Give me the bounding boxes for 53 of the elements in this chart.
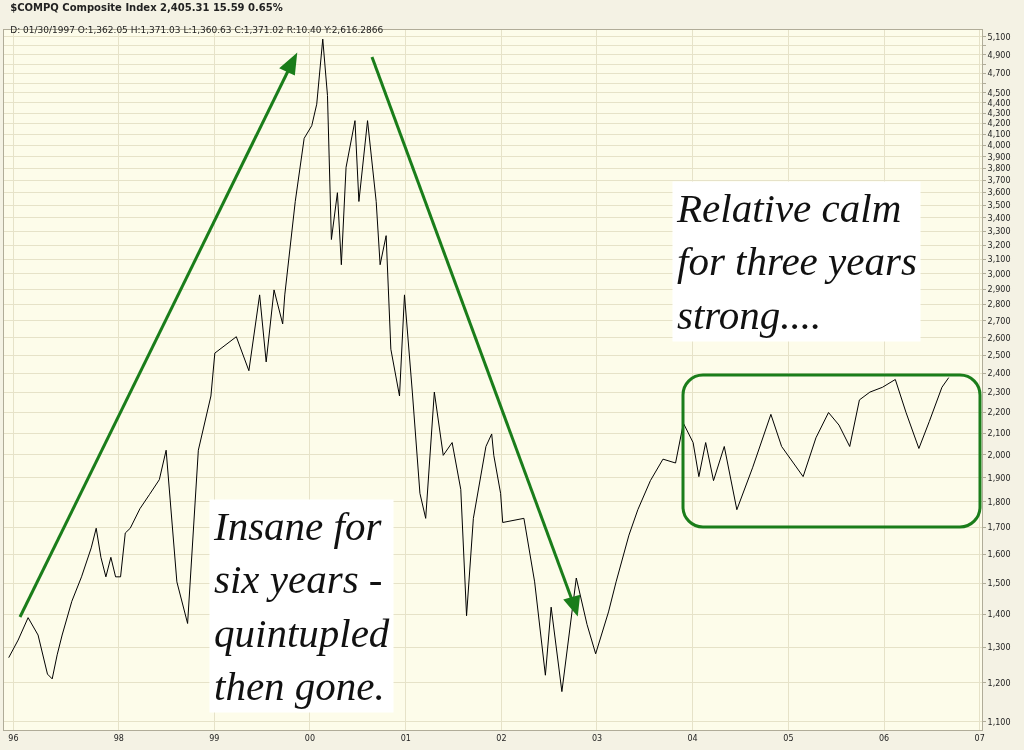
y-tick-label: 3,300 bbox=[987, 227, 1011, 237]
x-tick-label: 04 bbox=[687, 733, 698, 743]
y-tick-label: 1,800 bbox=[987, 497, 1011, 507]
y-tick-label: 4,100 bbox=[987, 130, 1011, 140]
y-tick-label: 3,200 bbox=[987, 240, 1011, 250]
x-tick-label: 05 bbox=[783, 733, 794, 743]
annotation: Relative calm for three years strong.... bbox=[676, 185, 917, 338]
y-tick-label: 3,100 bbox=[987, 255, 1011, 265]
y-tick-label: 4,000 bbox=[987, 141, 1011, 151]
x-tick-label: 98 bbox=[113, 733, 124, 743]
y-tick-label: 3,600 bbox=[987, 188, 1011, 198]
x-tick-label: 00 bbox=[304, 733, 316, 743]
y-tick-label: 4,400 bbox=[987, 98, 1011, 108]
y-tick-label: 2,900 bbox=[987, 284, 1011, 294]
y-tick-label: 3,500 bbox=[987, 200, 1011, 210]
y-tick-label: 1,200 bbox=[987, 678, 1011, 688]
y-tick-label: 1,400 bbox=[987, 609, 1011, 619]
x-tick-label: 96 bbox=[8, 733, 19, 743]
y-tick-label: 2,800 bbox=[987, 300, 1011, 310]
y-tick-label: 1,900 bbox=[987, 473, 1011, 483]
x-tick-label: 03 bbox=[591, 733, 603, 743]
y-tick-label: 4,300 bbox=[987, 108, 1011, 118]
y-tick-label: 2,600 bbox=[987, 333, 1011, 343]
y-tick-label: 2,400 bbox=[987, 369, 1011, 379]
y-tick-label: 1,700 bbox=[987, 523, 1011, 533]
y-tick-label: 5,100 bbox=[987, 32, 1011, 42]
y-tick-label: 1,300 bbox=[987, 643, 1011, 653]
annotation: Insane for six years - quintupled then gone. bbox=[213, 503, 390, 709]
y-tick-label: 2,700 bbox=[987, 316, 1011, 326]
y-tick-label: 1,500 bbox=[987, 579, 1011, 589]
y-tick-label: 3,000 bbox=[987, 269, 1011, 279]
y-tick-label: 1,600 bbox=[987, 550, 1011, 560]
y-tick-label: 2,000 bbox=[987, 450, 1011, 460]
x-tick-label: 01 bbox=[400, 733, 411, 743]
y-tick-label: 4,700 bbox=[987, 69, 1011, 79]
y-tick-label: 4,900 bbox=[987, 50, 1011, 60]
y-tick-label: 2,500 bbox=[987, 351, 1011, 361]
y-tick-label: 3,700 bbox=[987, 176, 1011, 186]
x-tick-label: 07 bbox=[974, 733, 985, 743]
y-tick-label: 3,400 bbox=[987, 213, 1011, 223]
y-tick-label: 2,100 bbox=[987, 428, 1011, 438]
y-tick-label: 4,200 bbox=[987, 119, 1011, 129]
y-tick-label: 4,500 bbox=[987, 88, 1011, 98]
chart-subtitle: D: 01/30/1997 O:1,362.05 H:1,371.03 L:1,360.63 C:1,371.02 R:10.40 Y:2,616.2866 bbox=[10, 25, 384, 36]
y-tick-label: 3,900 bbox=[987, 152, 1011, 162]
x-tick-label: 06 bbox=[878, 733, 890, 743]
chart-title: $COMPQ Composite Index 2,405.31 15.59 0.65% bbox=[10, 1, 283, 13]
x-tick-label: 99 bbox=[209, 733, 220, 743]
x-tick-label: 02 bbox=[496, 733, 507, 743]
y-tick-label: 3,800 bbox=[987, 164, 1011, 174]
y-tick-label: 2,200 bbox=[987, 408, 1011, 418]
y-tick-label: 2,300 bbox=[987, 388, 1011, 398]
y-tick-label: 1,100 bbox=[987, 717, 1011, 727]
